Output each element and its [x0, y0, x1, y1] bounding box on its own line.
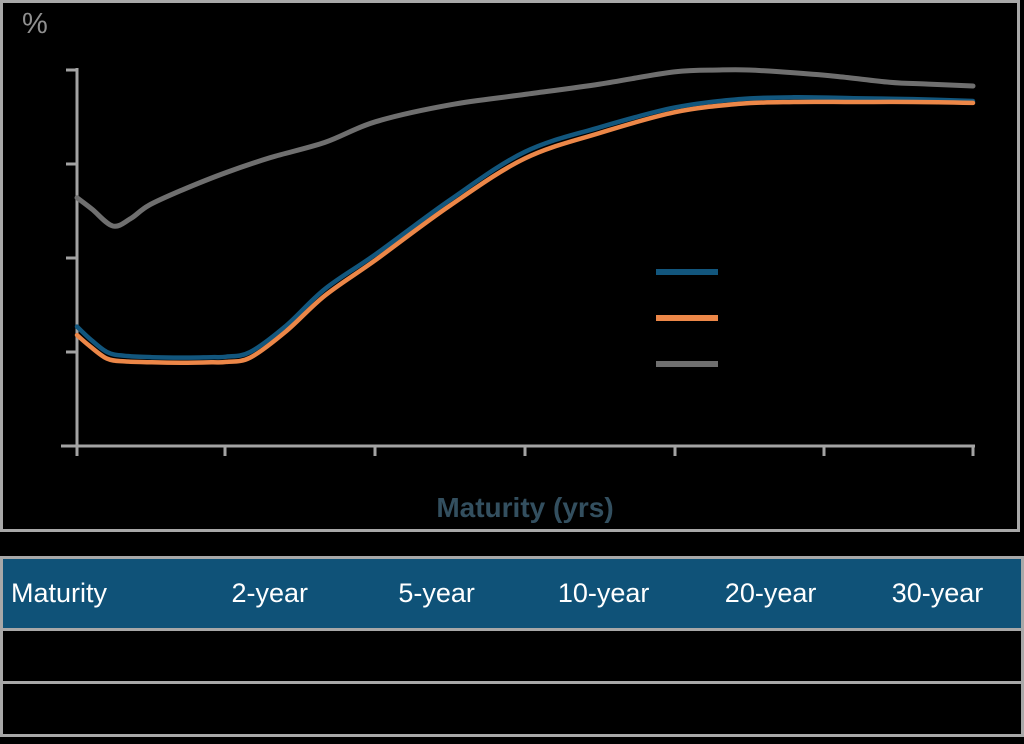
- table-cell: [854, 684, 1021, 734]
- legend-swatch-series-2: [656, 315, 718, 321]
- table-cell: [186, 631, 353, 681]
- table-cell: [520, 684, 687, 734]
- x-axis-ticks: [75, 446, 975, 456]
- table-cell: [520, 631, 687, 681]
- table-cell: [353, 631, 520, 681]
- table-cell: [3, 631, 186, 681]
- table-cell: [687, 684, 854, 734]
- yield-curve-chart: [61, 67, 976, 456]
- y-axis-ticks: [66, 68, 77, 354]
- table-header-30-year: 30-year: [891, 578, 984, 608]
- series-2-orange-line: [74, 99, 976, 366]
- table-row-2: [3, 681, 1021, 734]
- series-3-gray-line: [74, 67, 976, 229]
- legend-swatch-series-3: [656, 361, 718, 367]
- table-header-5-year: 5-year: [398, 578, 475, 608]
- table-cell: [353, 684, 520, 734]
- y-axis-percent-label: %: [22, 8, 48, 40]
- chart-panel: [0, 0, 1020, 532]
- table-cell: [186, 684, 353, 734]
- table-cell: [687, 631, 854, 681]
- series-1-blue-line: [74, 95, 976, 360]
- table-header-maturity: Maturity: [11, 578, 108, 608]
- x-axis-title: Maturity (yrs): [436, 492, 614, 523]
- table-header-20-year: 20-year: [724, 578, 817, 608]
- axes: [61, 68, 975, 456]
- table-cell: [854, 631, 1021, 681]
- legend-swatch-series-1: [656, 269, 718, 275]
- table-header-row: Maturity 2-year 5-year 10-year 20-year 3…: [3, 559, 1021, 628]
- table-cell: [3, 684, 186, 734]
- table-header-2-year: 2-year: [231, 578, 308, 608]
- table-header-10-year: 10-year: [557, 578, 650, 608]
- maturity-table: Maturity 2-year 5-year 10-year 20-year 3…: [0, 556, 1024, 737]
- table-row-1: [3, 628, 1021, 681]
